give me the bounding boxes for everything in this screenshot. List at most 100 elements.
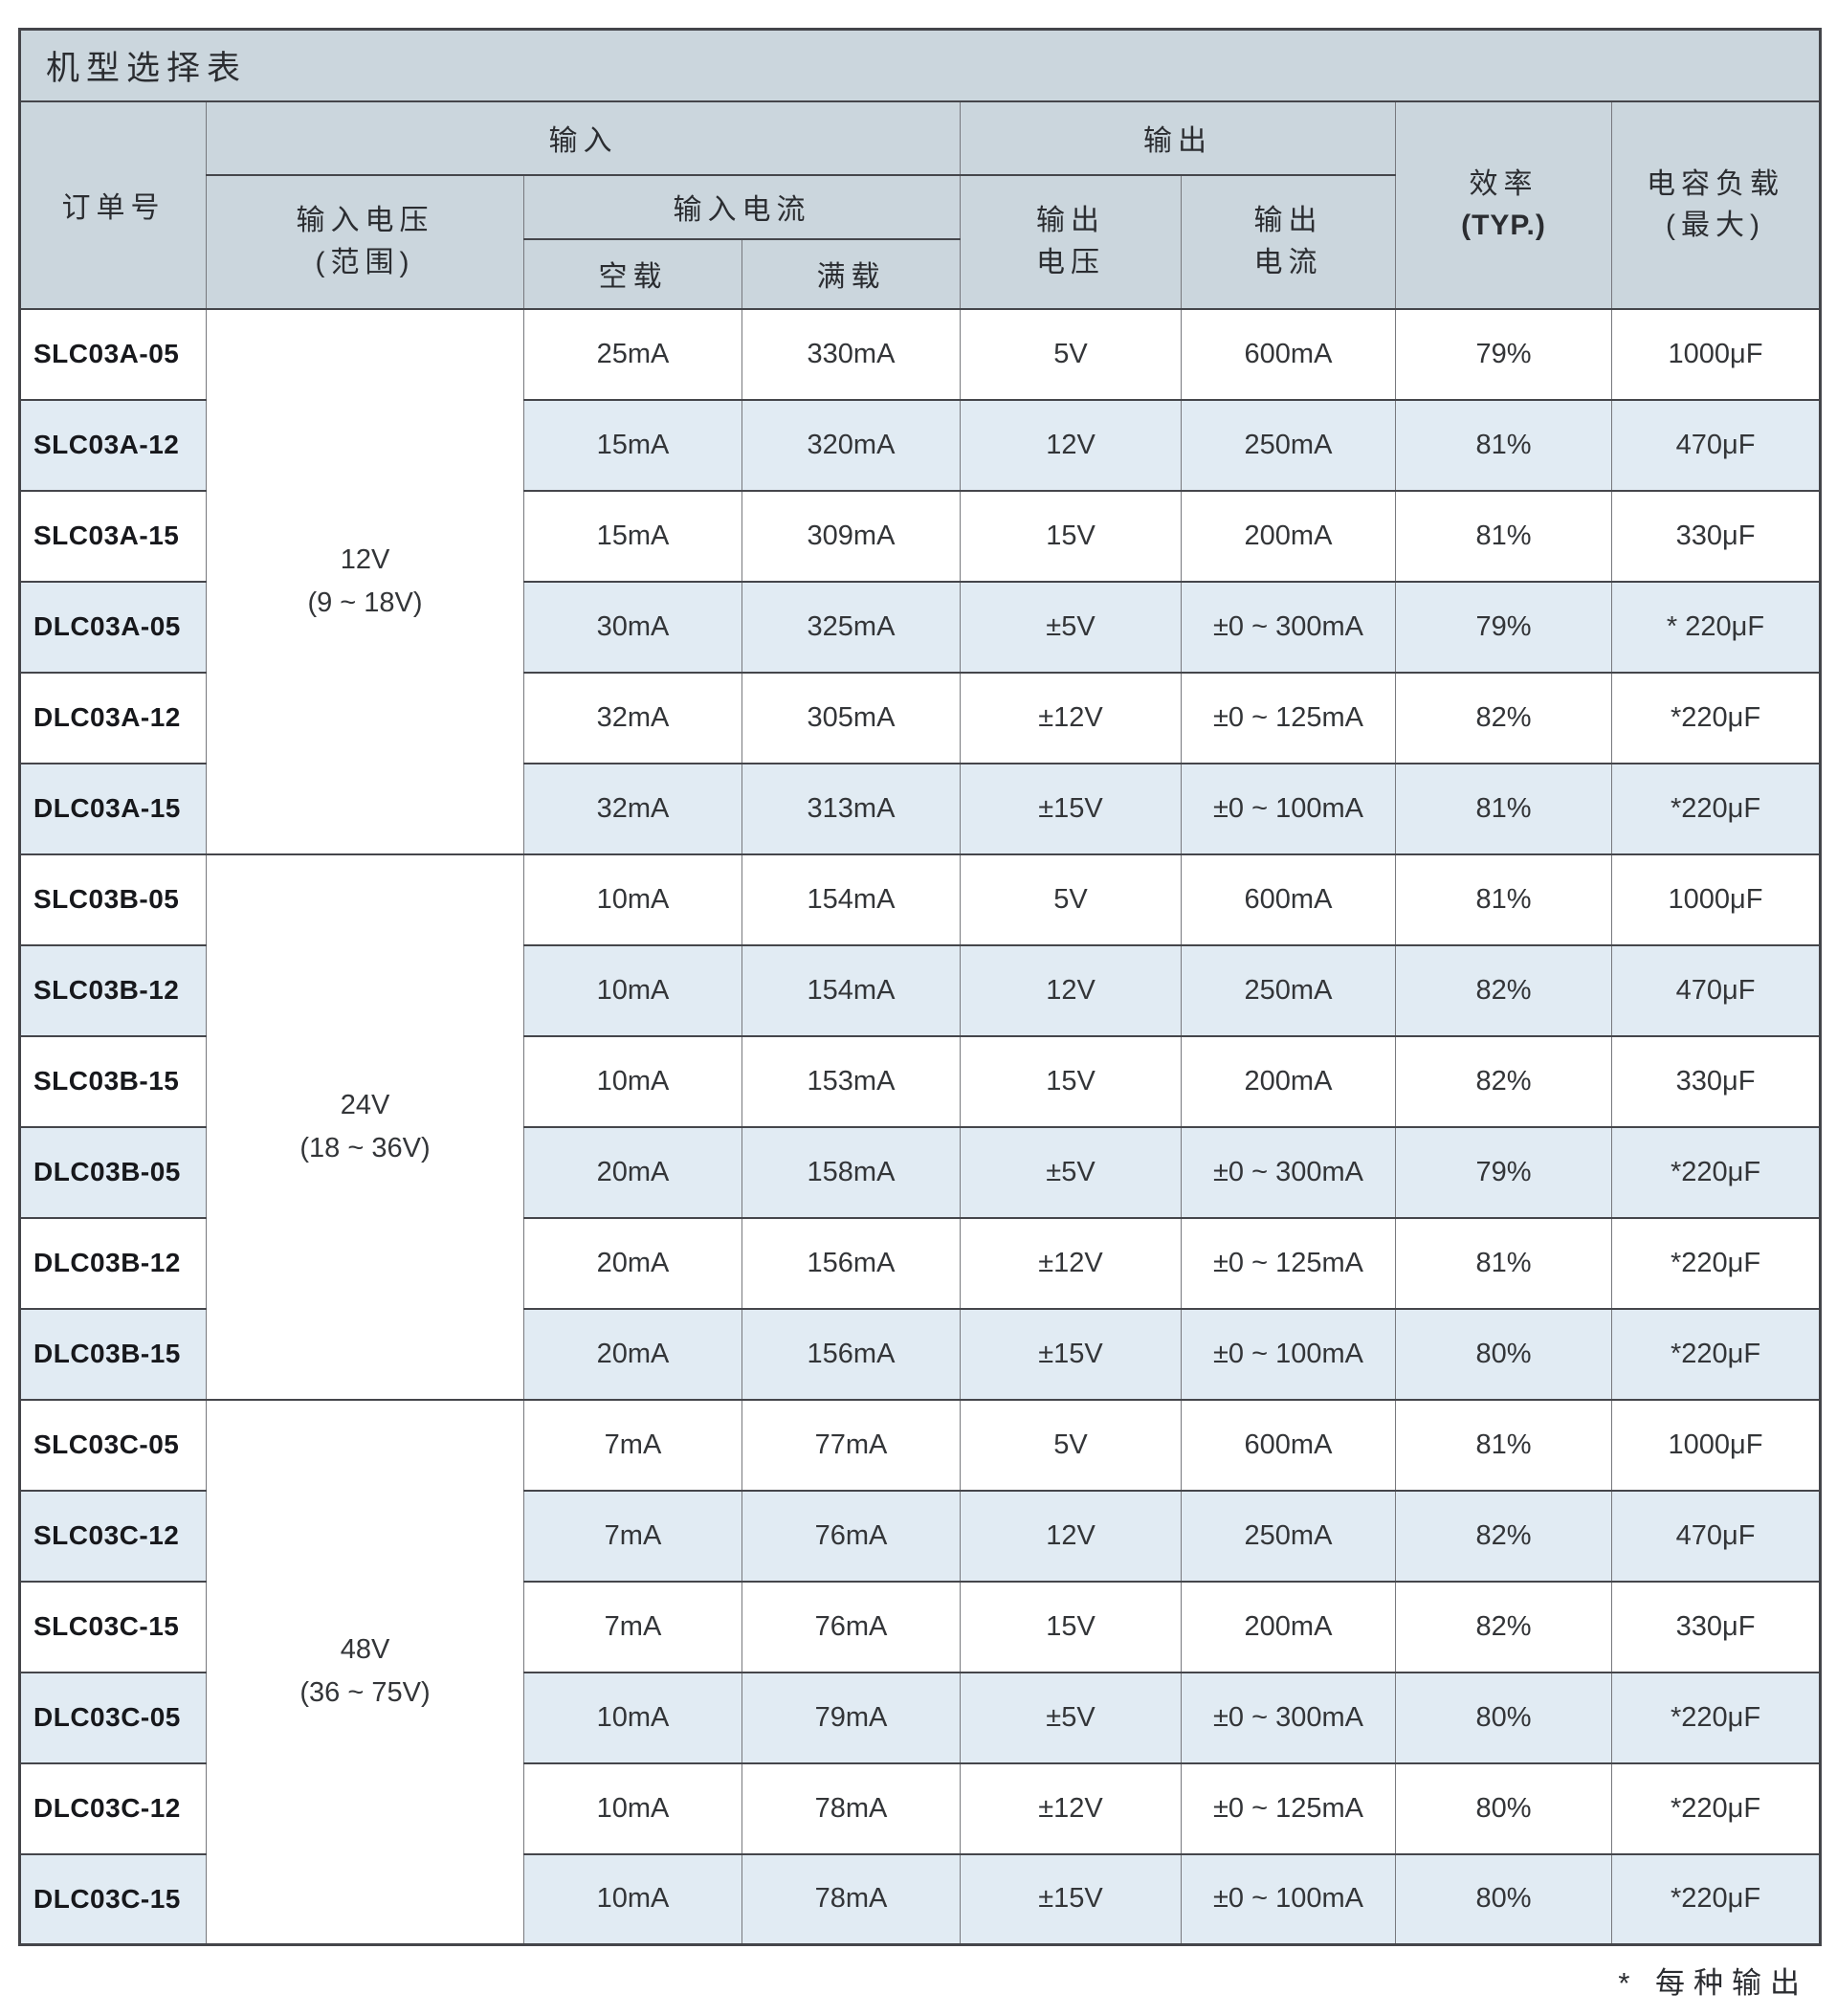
output-voltage-cell: ±15V <box>960 1852 1182 1946</box>
model-cell: SLC03C-05 <box>19 1398 207 1492</box>
model-cell: DLC03B-12 <box>19 1216 207 1310</box>
table-row: DLC03B-15 20mA 156mA ±15V ±0 ~ 100mA 80%… <box>19 1307 1822 1401</box>
footnote: * 每种输出 <box>1618 1966 1808 2000</box>
no-load-cell: 10mA <box>523 1034 742 1128</box>
header-cap-load: 电容负载 (最大) <box>1610 100 1822 310</box>
model-cell: SLC03B-12 <box>19 943 207 1037</box>
no-load-cell: 10mA <box>523 1761 742 1855</box>
group-voltage-range: (18 ~ 36V) <box>299 1132 431 1163</box>
output-voltage-cell: ±5V <box>960 1125 1182 1219</box>
output-current-cell: ±0 ~ 100mA <box>1181 1852 1396 1946</box>
cap-load-cell: 330μF <box>1610 489 1822 583</box>
table-row: DLC03A-12 32mA 305mA ±12V ±0 ~ 125mA 82%… <box>19 671 1822 764</box>
group-voltage: 24V <box>340 1089 390 1120</box>
table-title: 机型选择表 <box>18 28 1822 102</box>
no-load-cell: 7mA <box>523 1580 742 1673</box>
no-load-cell: 10mA <box>523 1852 742 1946</box>
cap-load-cell: 330μF <box>1610 1580 1822 1673</box>
header-input-voltage-label: 输入电压 <box>296 205 434 236</box>
header-output-voltage-l2: 电压 <box>1036 246 1105 278</box>
table-row: DLC03A-05 30mA 325mA ±5V ±0 ~ 300mA 79% … <box>19 580 1822 674</box>
input-voltage-group-cell: 24V (18 ~ 36V) <box>206 853 524 1401</box>
header-input-group: 输入 <box>206 100 961 176</box>
cap-load-cell: * 220μF <box>1610 580 1822 674</box>
efficiency-cell: 80% <box>1395 1852 1612 1946</box>
output-current-cell: 250mA <box>1181 1489 1396 1583</box>
header-full-load: 满载 <box>741 237 961 310</box>
full-load-cell: 154mA <box>741 943 961 1037</box>
full-load-cell: 153mA <box>741 1034 961 1128</box>
model-cell: DLC03A-15 <box>19 762 207 855</box>
table-row: DLC03B-12 20mA 156mA ±12V ±0 ~ 125mA 81%… <box>19 1216 1822 1310</box>
efficiency-cell: 80% <box>1395 1307 1612 1401</box>
input-voltage-group-cell: 12V (9 ~ 18V) <box>206 307 524 855</box>
model-cell: DLC03B-05 <box>19 1125 207 1219</box>
output-current-cell: 200mA <box>1181 1580 1396 1673</box>
table-row: SLC03B-05 24V (18 ~ 36V) 10mA 154mA 5V 6… <box>19 853 1822 1401</box>
model-cell: SLC03A-05 <box>19 307 207 401</box>
header-output-voltage: 输出 电压 <box>960 173 1182 310</box>
output-voltage-cell: 12V <box>960 398 1182 492</box>
output-voltage-cell: 12V <box>960 1489 1182 1583</box>
header-efficiency-typ: (TYP.) <box>1461 210 1546 241</box>
cap-load-cell: 470μF <box>1610 398 1822 492</box>
efficiency-cell: 81% <box>1395 489 1612 583</box>
output-current-cell: 250mA <box>1181 398 1396 492</box>
table-row: DLC03A-15 32mA 313mA ±15V ±0 ~ 100mA 81%… <box>19 762 1822 855</box>
model-cell: DLC03C-12 <box>19 1761 207 1855</box>
output-current-cell: 200mA <box>1181 489 1396 583</box>
efficiency-cell: 82% <box>1395 1489 1612 1583</box>
full-load-cell: 330mA <box>741 307 961 401</box>
efficiency-cell: 80% <box>1395 1671 1612 1764</box>
efficiency-cell: 82% <box>1395 943 1612 1037</box>
output-current-cell: ±0 ~ 125mA <box>1181 1761 1396 1855</box>
model-cell: SLC03C-15 <box>19 1580 207 1673</box>
model-cell: DLC03C-05 <box>19 1671 207 1764</box>
model-cell: DLC03A-05 <box>19 580 207 674</box>
no-load-cell: 7mA <box>523 1398 742 1492</box>
output-current-cell: ±0 ~ 125mA <box>1181 671 1396 764</box>
cap-load-cell: 330μF <box>1610 1034 1822 1128</box>
header-output-current: 输出 电流 <box>1181 173 1396 310</box>
cap-load-cell: *220μF <box>1610 762 1822 855</box>
no-load-cell: 7mA <box>523 1489 742 1583</box>
model-cell: SLC03C-12 <box>19 1489 207 1583</box>
header-output-group: 输出 <box>960 100 1396 176</box>
group-voltage: 48V <box>340 1634 390 1666</box>
cap-load-cell: *220μF <box>1610 1307 1822 1401</box>
table-row: SLC03B-12 10mA 154mA 12V 250mA 82% 470μF <box>19 943 1822 1037</box>
full-load-cell: 156mA <box>741 1307 961 1401</box>
model-cell: SLC03A-15 <box>19 489 207 583</box>
group-voltage-range: (9 ~ 18V) <box>307 587 423 618</box>
efficiency-cell: 82% <box>1395 671 1612 764</box>
cap-load-cell: 1000μF <box>1610 1398 1822 1492</box>
output-voltage-cell: ±12V <box>960 671 1182 764</box>
output-current-cell: 250mA <box>1181 943 1396 1037</box>
full-load-cell: 325mA <box>741 580 961 674</box>
model-cell: SLC03B-15 <box>19 1034 207 1128</box>
group-voltage-range: (36 ~ 75V) <box>299 1677 431 1709</box>
table-row: SLC03A-12 15mA 320mA 12V 250mA 81% 470μF <box>19 398 1822 492</box>
header-cap-load-label: 电容负载 <box>1647 167 1784 200</box>
full-load-cell: 158mA <box>741 1125 961 1219</box>
input-voltage-group-cell: 48V (36 ~ 75V) <box>206 1398 524 1946</box>
group-voltage: 12V <box>340 543 390 575</box>
cap-load-cell: *220μF <box>1610 1761 1822 1855</box>
header-output-current-l2: 电流 <box>1253 246 1323 278</box>
full-load-cell: 156mA <box>741 1216 961 1310</box>
output-voltage-cell: ±15V <box>960 762 1182 855</box>
efficiency-cell: 79% <box>1395 307 1612 401</box>
header-output-voltage-l1: 输出 <box>1036 205 1105 236</box>
full-load-cell: 77mA <box>741 1398 961 1492</box>
header-efficiency-label: 效率 <box>1469 167 1538 200</box>
full-load-cell: 78mA <box>741 1761 961 1855</box>
header-row-1: 订单号 输入 输出 效率 (TYP.) 电容负载 (最大) <box>19 100 1822 310</box>
output-voltage-cell: ±5V <box>960 1671 1182 1764</box>
no-load-cell: 25mA <box>523 307 742 401</box>
efficiency-cell: 81% <box>1395 853 1612 946</box>
output-current-cell: ±0 ~ 125mA <box>1181 1216 1396 1310</box>
table-row: SLC03A-05 12V (9 ~ 18V) 25mA 330mA 5V 60… <box>19 307 1822 855</box>
header-input-voltage-range: (范围) <box>315 246 415 278</box>
model-cell: SLC03B-05 <box>19 853 207 946</box>
output-voltage-cell: 15V <box>960 489 1182 583</box>
